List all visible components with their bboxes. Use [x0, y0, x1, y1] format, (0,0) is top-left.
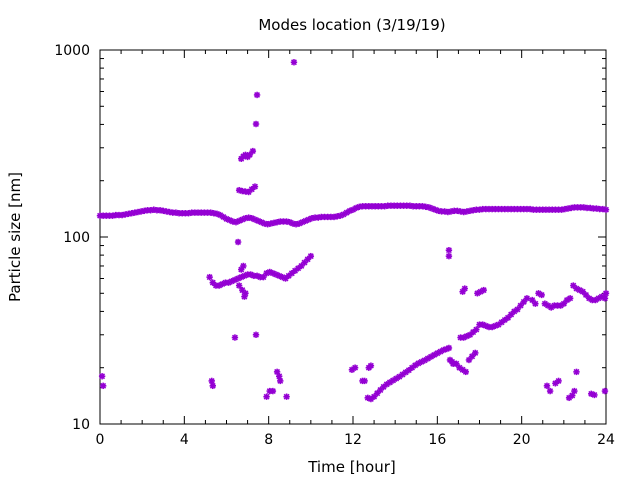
x-tick-label: 12	[344, 432, 362, 448]
data-point	[249, 147, 257, 155]
data-point	[225, 279, 232, 286]
data-point	[209, 382, 216, 390]
data-point	[253, 91, 261, 99]
data-point	[573, 368, 580, 376]
data-point	[480, 286, 487, 294]
data-point	[591, 391, 598, 399]
data-point	[251, 183, 259, 190]
y-tick-label: 1000	[54, 43, 90, 59]
x-tick-label: 4	[180, 432, 189, 448]
data-point	[241, 293, 248, 300]
data-point	[482, 322, 490, 330]
data-point	[473, 326, 480, 333]
data-point	[240, 262, 247, 270]
data-point	[98, 373, 106, 380]
data-point	[208, 377, 215, 385]
y-axis-title: Particle size [nm]	[6, 172, 24, 302]
data-point	[367, 362, 375, 369]
data-point	[231, 334, 239, 341]
data-point	[399, 371, 406, 378]
data-point	[546, 387, 554, 395]
data-point	[529, 296, 536, 304]
x-tick-label: 8	[264, 432, 273, 448]
x-tick-label: 20	[513, 432, 531, 448]
data-point	[602, 290, 610, 297]
data-point	[361, 377, 368, 385]
data-point	[579, 288, 587, 295]
data-point	[462, 368, 469, 376]
data-point	[445, 344, 453, 352]
x-tick-label: 16	[428, 432, 446, 448]
data-point	[206, 273, 213, 281]
data-points	[96, 59, 610, 403]
data-point	[555, 377, 562, 385]
data-point	[547, 304, 555, 311]
data-point	[209, 279, 216, 286]
chart-title: Modes location (3/19/19)	[258, 16, 445, 34]
data-point	[234, 238, 242, 246]
data-point	[472, 349, 479, 357]
data-point	[239, 286, 246, 294]
data-point	[252, 120, 260, 128]
data-point	[283, 393, 290, 400]
data-point	[532, 300, 539, 307]
data-point	[445, 246, 453, 254]
data-point	[601, 387, 609, 395]
data-point	[351, 364, 359, 371]
y-tick-label: 100	[63, 230, 90, 246]
x-tick-label: 24	[597, 432, 615, 448]
data-point	[543, 382, 551, 390]
data-point	[469, 328, 477, 336]
data-point	[269, 387, 277, 395]
data-point	[566, 295, 574, 302]
data-point	[374, 390, 381, 397]
x-axis-title: Time [hour]	[307, 458, 396, 476]
data-point	[304, 256, 311, 263]
data-point	[602, 206, 610, 213]
data-point	[235, 282, 243, 289]
data-point	[277, 377, 284, 385]
data-point	[445, 252, 453, 260]
y-tick-label: 10	[72, 417, 90, 433]
data-point	[571, 387, 578, 395]
data-point	[523, 295, 531, 302]
data-point	[507, 311, 515, 318]
axis-ticks	[99, 50, 607, 425]
y-tick-labels: 10 100 1000	[54, 43, 90, 433]
data-point	[448, 358, 456, 366]
data-point	[263, 393, 270, 400]
data-point	[305, 216, 312, 223]
data-point	[290, 59, 298, 66]
data-point	[461, 285, 468, 292]
data-point	[99, 382, 107, 390]
data-point	[307, 252, 315, 260]
data-point	[252, 331, 260, 338]
data-point	[538, 291, 545, 299]
x-tick-label: 0	[96, 432, 105, 448]
data-point	[601, 295, 609, 302]
data-point	[276, 373, 283, 380]
x-tick-labels: 0 4 8 12 16 20 24	[96, 432, 615, 448]
